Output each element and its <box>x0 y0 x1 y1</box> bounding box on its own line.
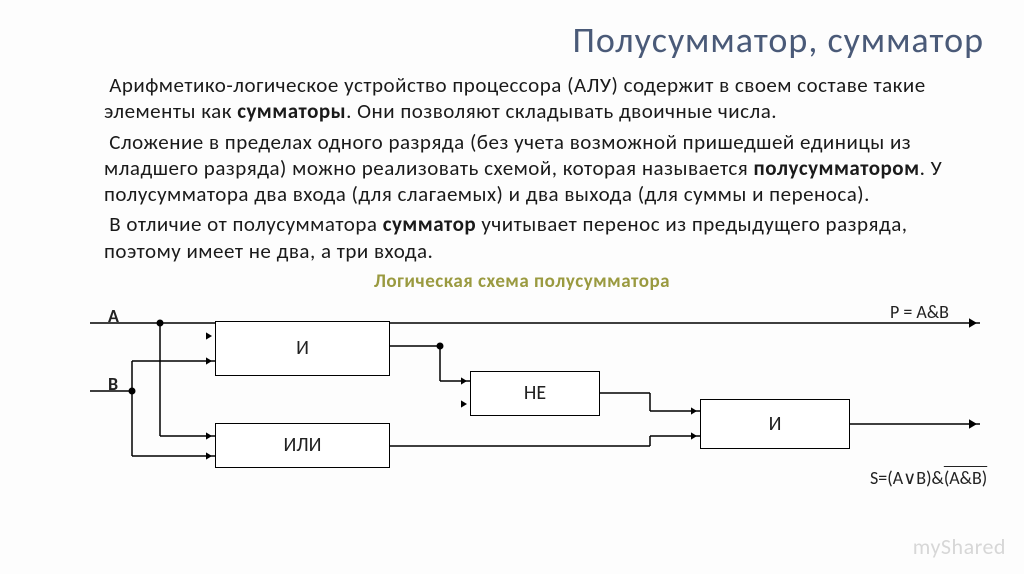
half-adder-diagram: И ИЛИ НЕ И A B P = A&B S=(A∨B)&(A&B) <box>60 291 990 491</box>
gate-or: ИЛИ <box>215 423 390 468</box>
watermark-text: myShared <box>913 533 1006 560</box>
gate-and-2-label: И <box>769 412 782 436</box>
paragraph-3: В отличие от полусумматора сумматор учит… <box>60 211 984 264</box>
watermark: myShared <box>913 533 1006 560</box>
slide-title: Полусумматор, сумматор <box>60 18 984 62</box>
input-label-b: B <box>108 373 118 395</box>
input-a-text: A <box>108 305 119 327</box>
input-b-text: B <box>108 373 118 395</box>
output-s-over: (A&B) <box>944 467 987 489</box>
diagram-title: Логическая схема полусумматора <box>60 270 984 293</box>
p3-bold: сумматор <box>383 211 476 237</box>
gate-and-1-label: И <box>296 336 309 360</box>
gate-or-label: ИЛИ <box>284 433 322 457</box>
p1-bold: сумматоры <box>237 98 346 124</box>
gate-not: НЕ <box>470 371 600 416</box>
input-label-a: A <box>108 305 119 327</box>
paragraph-2: Сложение в пределах одного разряда (без … <box>60 129 984 208</box>
output-s-pre: S=(A∨B)& <box>870 467 944 489</box>
title-text: Полусумматор, сумматор <box>573 18 984 62</box>
body-text: Арифметико-логическое устройство процесс… <box>60 72 984 264</box>
gate-and-1: И <box>215 321 390 376</box>
paragraph-1: Арифметико-логическое устройство процесс… <box>60 72 984 125</box>
output-label-p: P = A&B <box>890 301 949 323</box>
output-label-s: S=(A∨B)&(A&B) <box>870 467 987 489</box>
gate-not-label: НЕ <box>524 381 546 405</box>
gate-and-2: И <box>700 399 850 449</box>
p2-bold: полусумматором <box>753 155 919 181</box>
p3-pre: В отличие от полусумматора <box>109 211 382 237</box>
p1-post: . Они позволяют складывать двоичные числ… <box>346 98 777 124</box>
output-p-text: P = A&B <box>890 301 949 323</box>
diagram-title-text: Логическая схема полусумматора <box>374 270 670 293</box>
